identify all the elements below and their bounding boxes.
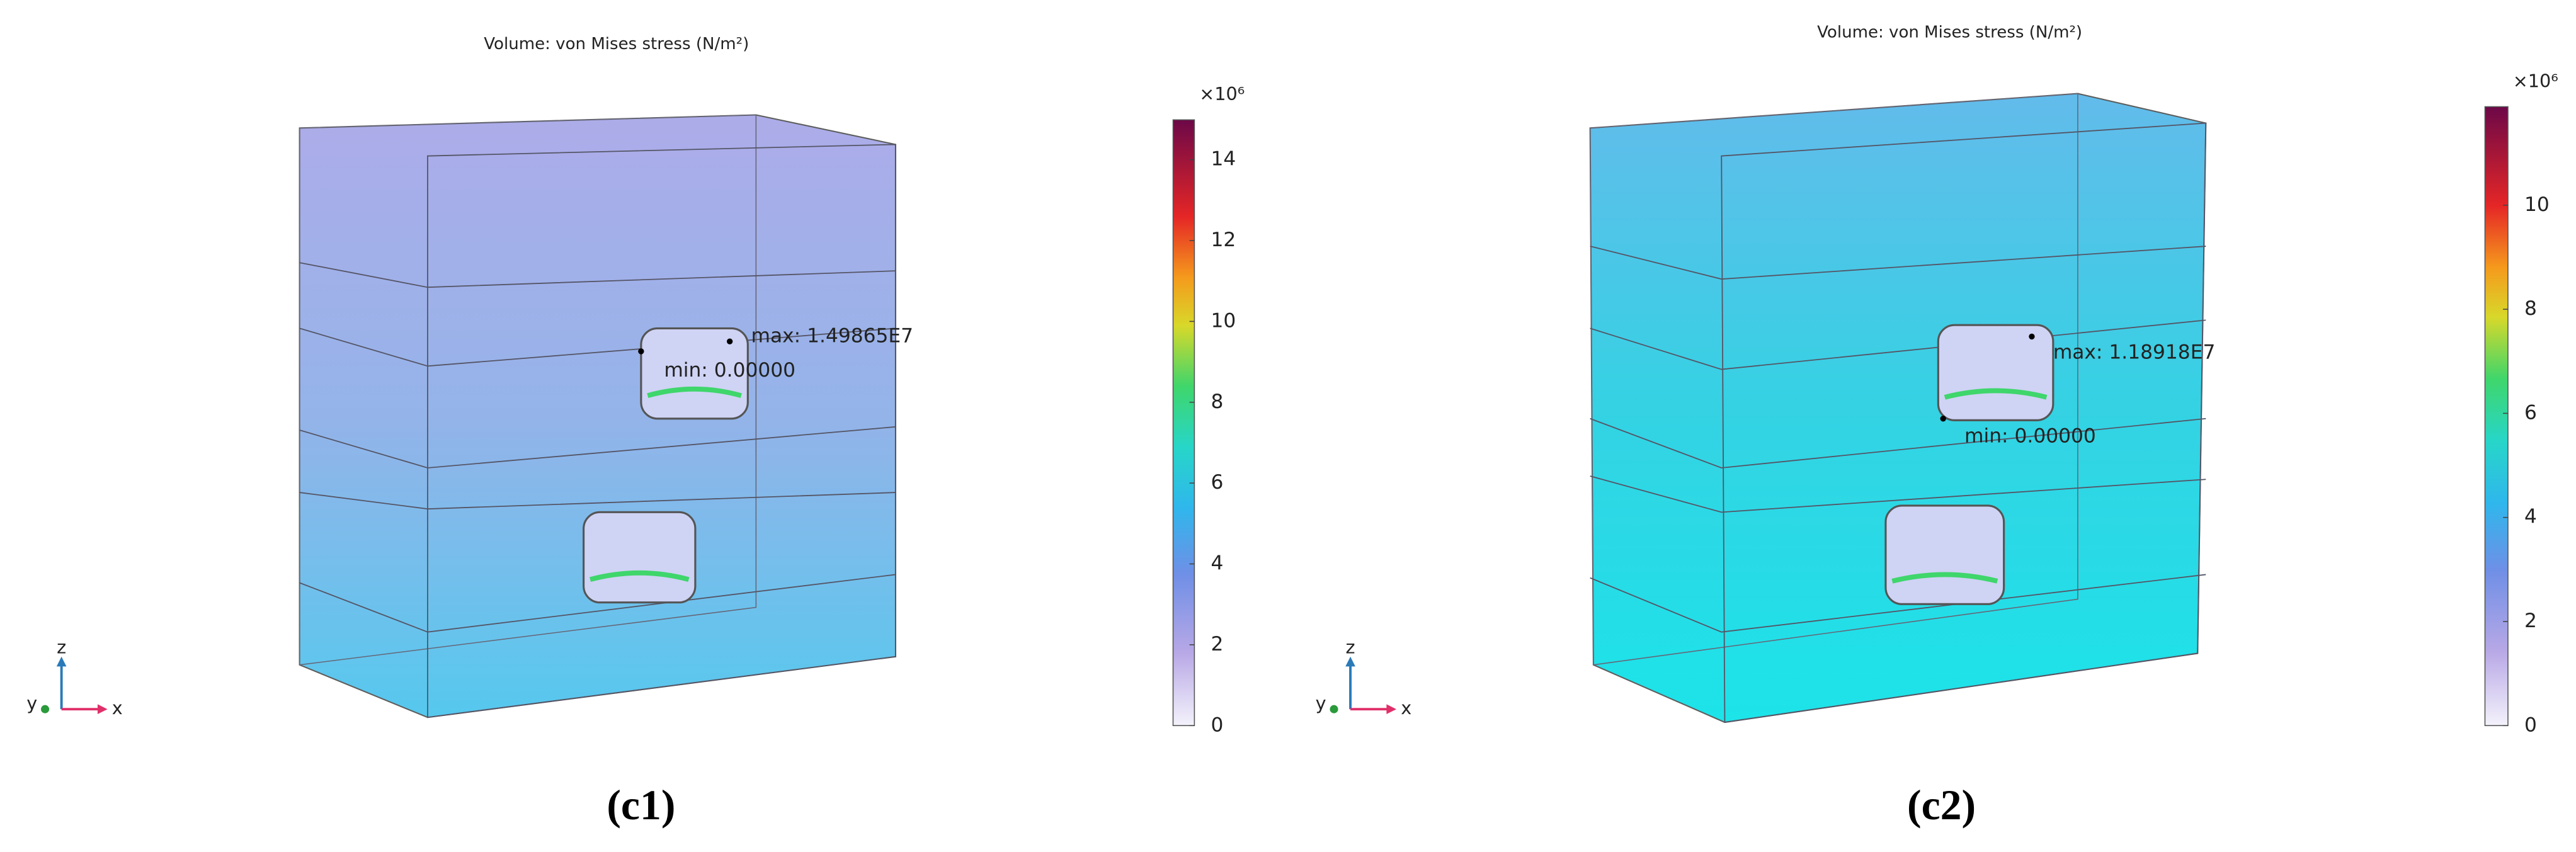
y-axis-dot	[1330, 705, 1338, 713]
colorbar	[2484, 106, 2509, 727]
layer-edge	[299, 492, 896, 510]
x-arrowhead	[1386, 704, 1397, 715]
layer-edge	[1590, 574, 2206, 633]
min-label: min: 0.00000	[1964, 424, 2096, 447]
cavity	[1884, 504, 2005, 605]
panel: Volume: von Mises stress (N/m²) max: 1.18…	[1316, 23, 2558, 829]
colorbar-tick-label: 12	[1211, 229, 1236, 251]
colorbar-tick-label: 6	[1211, 471, 1223, 494]
colorbar-tick-label: 10	[1211, 309, 1236, 332]
cavity-floor	[1891, 572, 1998, 584]
y-axis-label: y	[1316, 692, 1326, 713]
cavity	[583, 511, 697, 604]
y-axis-label: y	[26, 692, 37, 713]
cavity-floor	[1944, 388, 2048, 400]
colorbar-tick-label: 0	[1211, 713, 1223, 736]
front-face	[427, 144, 896, 719]
colorbar-tick-label: 4	[1211, 552, 1223, 575]
colorbar-tick-label: 0	[2524, 713, 2537, 736]
z-arrowhead	[1345, 656, 1355, 667]
y-axis-dot	[41, 705, 50, 713]
panel-caption: (c2)	[1907, 781, 1976, 829]
min-point	[1940, 416, 1946, 422]
colorbar-tick-label: 6	[2524, 401, 2537, 424]
layer-edge	[1590, 417, 2206, 469]
plot-title: Volume: von Mises stress (N/m²)	[484, 35, 749, 54]
back-face	[299, 114, 757, 666]
x-arrowhead	[97, 704, 108, 715]
min-point	[638, 348, 644, 355]
colorbar	[1172, 119, 1195, 727]
min-label: min: 0.00000	[664, 359, 795, 382]
x-axis-label: x	[1401, 697, 1411, 719]
z-axis-label: z	[1346, 637, 1355, 658]
cavity-floor	[647, 386, 742, 399]
colorbar-tick-label: 8	[1211, 390, 1223, 413]
model-volume	[1589, 93, 2207, 724]
max-point	[2029, 333, 2035, 340]
colorbar-tick-label: 2	[2524, 610, 2537, 632]
panel-caption: (c1)	[607, 781, 675, 829]
back-face	[1589, 93, 2078, 666]
cavity-floor	[590, 570, 690, 582]
panel: Volume: von Mises stress (N/m²) max: 1.49…	[26, 35, 1245, 829]
layer-edge	[299, 574, 896, 633]
max-point	[726, 338, 733, 344]
z-arrowhead	[56, 656, 67, 667]
colorbar-tick-label: 4	[2524, 506, 2537, 528]
colorbar-tick-label: 2	[1211, 633, 1223, 656]
layer-edge	[1590, 475, 2206, 513]
colorbar-multiplier: ×10⁶	[1199, 83, 1245, 105]
cavity	[1937, 324, 2055, 421]
colorbar-tick-label: 14	[1211, 148, 1236, 171]
layer-edge	[299, 426, 896, 469]
max-label: max: 1.18918E7	[2053, 341, 2216, 363]
layer-edge	[299, 262, 896, 288]
plot-title: Volume: von Mises stress (N/m²)	[1817, 23, 2082, 42]
z-axis-label: z	[57, 637, 66, 658]
x-axis-label: x	[112, 697, 123, 719]
max-label: max: 1.49865E7	[751, 324, 914, 347]
front-face	[1721, 122, 2207, 724]
colorbar-tick-label: 10	[2524, 193, 2550, 216]
layer-edge	[1590, 246, 2206, 280]
cavity	[640, 327, 749, 420]
colorbar-tick-label: 8	[2524, 297, 2537, 320]
colorbar-multiplier: ×10⁶	[2513, 70, 2558, 91]
